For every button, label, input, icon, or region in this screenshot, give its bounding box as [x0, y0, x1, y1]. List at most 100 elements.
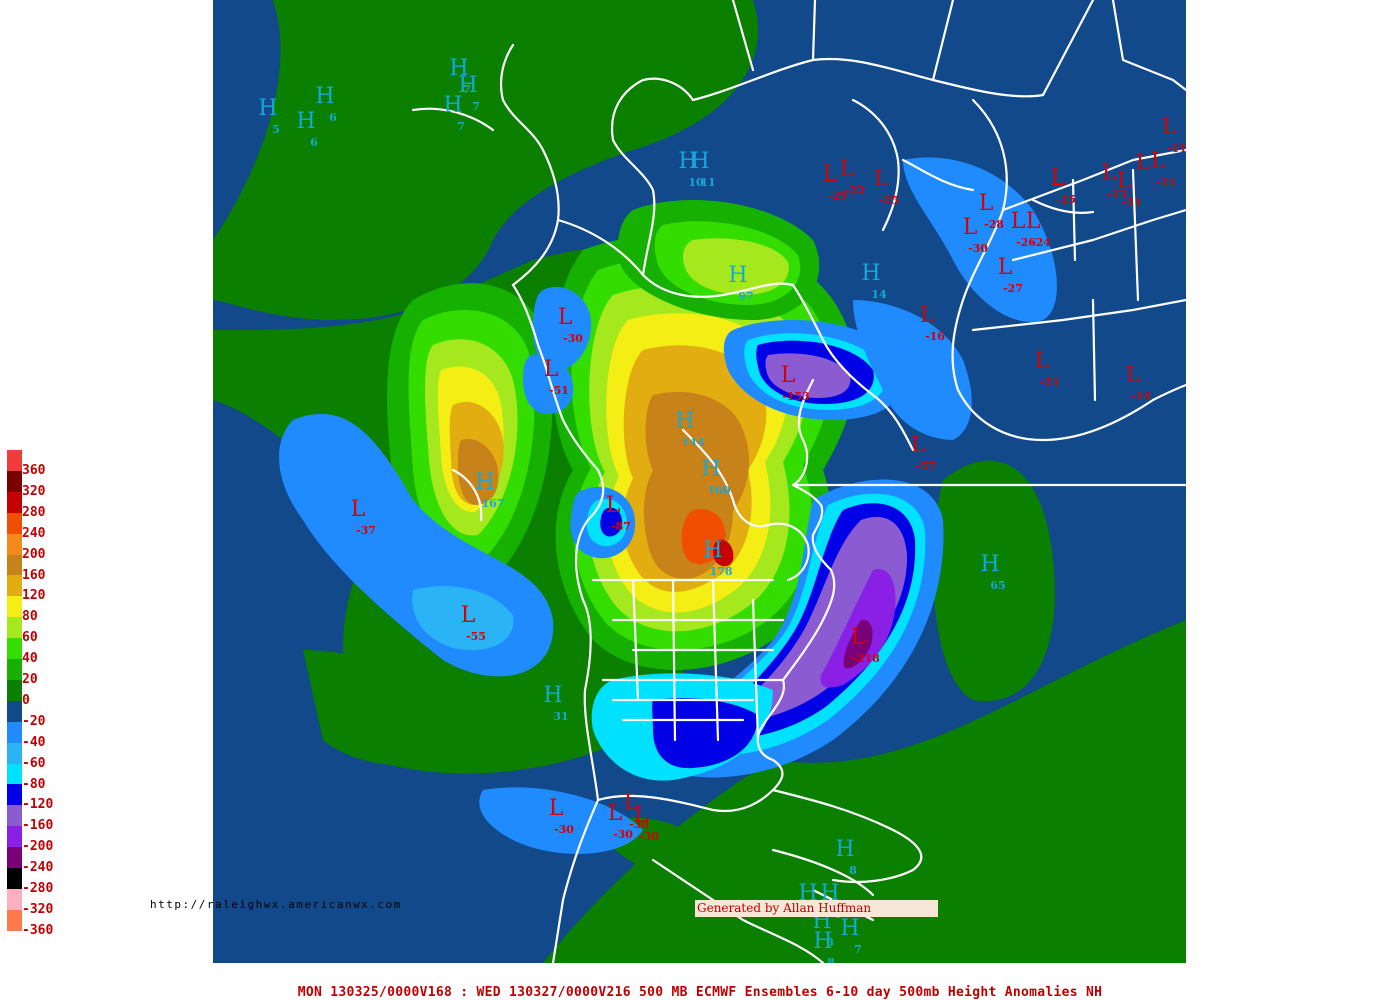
marker-value: 6 — [329, 111, 337, 124]
marker-value: -28 — [984, 218, 1004, 231]
marker-value: 8 — [826, 936, 834, 949]
marker-letter: L — [549, 796, 564, 821]
marker-value: 10 — [688, 176, 704, 189]
marker-value: 7 — [457, 120, 465, 133]
marker-value: -15 — [1056, 193, 1076, 206]
low-marker: L -37 — [351, 497, 376, 537]
low-marker: L -21 — [1035, 349, 1060, 389]
high-marker: H7 — [443, 93, 464, 133]
legend-label: 0 — [22, 692, 30, 708]
low-marker: L -28 — [979, 191, 1005, 231]
marker-letter: L — [979, 191, 994, 216]
marker-letter: L — [544, 357, 559, 382]
marker-value: 7 — [472, 100, 480, 113]
marker-letter: L — [840, 157, 855, 182]
legend-swatch — [7, 826, 22, 848]
marker-value: 178 — [710, 565, 733, 578]
marker-value: -57 — [916, 460, 936, 473]
legend-swatch — [7, 450, 22, 472]
legend-label: 120 — [22, 588, 46, 604]
marker-value: -37 — [356, 524, 376, 537]
low-marker: L -153 — [781, 363, 810, 403]
low-marker: L -27 — [998, 255, 1023, 295]
marker-value: 144 — [682, 436, 705, 449]
anomaly-map: H5 H6H6H7H7H7H10H11H97H14H144H167H160H178… — [213, 0, 1186, 963]
high-marker: H7 — [458, 73, 479, 113]
legend-label: 60 — [22, 630, 38, 646]
legend-label: 40 — [22, 651, 38, 667]
legend-label: -360 — [22, 922, 54, 938]
marker-value: 8 — [827, 956, 835, 963]
low-marker: L -11 — [1162, 115, 1186, 155]
marker-letter: L — [1126, 363, 1141, 388]
marker-value: -13 — [1107, 188, 1127, 201]
coastlines — [411, 0, 1186, 963]
legend-label: 280 — [22, 504, 46, 520]
low-marker: L -87 — [606, 493, 631, 533]
legend-label: -320 — [22, 901, 54, 917]
marker-letter: L — [1051, 166, 1066, 191]
legend-label: -80 — [22, 776, 46, 792]
legend-swatch — [7, 659, 22, 681]
legend-label: 320 — [22, 483, 46, 499]
legend-swatch — [7, 596, 22, 618]
legend-swatch — [7, 575, 22, 597]
marker-value: -153 — [782, 390, 810, 403]
color-legend: 360 320 280 240 200 160 120 80 60 40 20 0 -20 -40 -60-… — [0, 448, 70, 953]
legend-label: -60 — [22, 755, 46, 771]
marker-value: 65 — [990, 579, 1005, 592]
high-marker: H 97 — [728, 263, 753, 303]
marker-letter: H — [980, 552, 999, 577]
map-caption: MON 130325/0000V168 : WED 130327/0000V21… — [297, 985, 1103, 1000]
marker-value: -27 — [1003, 282, 1023, 295]
marker-letter: H — [543, 683, 562, 708]
marker-value: -24 — [1031, 236, 1051, 249]
marker-value: -87 — [611, 520, 631, 533]
marker-letter: L — [608, 801, 623, 826]
marker-value: 97 — [738, 290, 753, 303]
legend-swatch — [7, 700, 22, 723]
legend-swatch — [7, 784, 22, 806]
marker-value: -29 — [828, 189, 848, 202]
legend-swatch — [7, 617, 22, 639]
high-marker: H8 — [835, 837, 857, 877]
credit-label: Generated by Allan Huffman — [695, 900, 938, 917]
legend-label: -280 — [22, 881, 54, 896]
high-marker: H7 — [449, 56, 470, 96]
anomaly-field — [213, 0, 1186, 963]
legend-label: -120 — [22, 797, 54, 813]
marker-letter: H — [258, 96, 277, 121]
marker-value: 6 — [310, 136, 318, 149]
marker-letter: H — [813, 929, 832, 954]
legend-swatch — [7, 888, 22, 911]
high-marker: H7 — [840, 916, 861, 956]
low-marker: L-30 — [624, 791, 650, 831]
marker-value: -11 — [1156, 176, 1176, 189]
marker-value: 7 — [463, 83, 471, 96]
pressure-markers: H5 H6H6H7H7H7H10H11H97H14H144H167H160H178… — [258, 56, 1186, 963]
legend-label: -20 — [22, 713, 46, 729]
marker-value: 167 — [482, 497, 505, 510]
low-marker: L-30 — [963, 215, 989, 255]
high-marker: H8 — [813, 929, 835, 963]
low-marker: L -16 — [920, 303, 946, 343]
legend-swatch — [7, 470, 22, 493]
marker-letter: H — [820, 881, 839, 906]
marker-letter: H — [701, 457, 720, 482]
legend-swatch — [7, 721, 22, 744]
low-marker: L-30 — [608, 801, 634, 841]
marker-letter: H — [443, 93, 462, 118]
low-marker: L -57 — [911, 433, 936, 473]
legend-swatch — [7, 554, 22, 576]
marker-value: 5 — [272, 123, 280, 136]
marker-value: -218 — [852, 652, 880, 665]
high-marker: H5 — [258, 96, 279, 136]
marker-value: -14 — [1131, 390, 1151, 403]
low-marker: L -11 — [1117, 169, 1142, 209]
legend-swatch — [7, 533, 22, 555]
marker-value: -21 — [1040, 376, 1060, 389]
high-marker: H6 — [315, 84, 337, 124]
high-marker: H 31 — [543, 683, 568, 723]
marker-letter: L — [1035, 349, 1050, 374]
marker-letter: L — [1162, 115, 1177, 140]
